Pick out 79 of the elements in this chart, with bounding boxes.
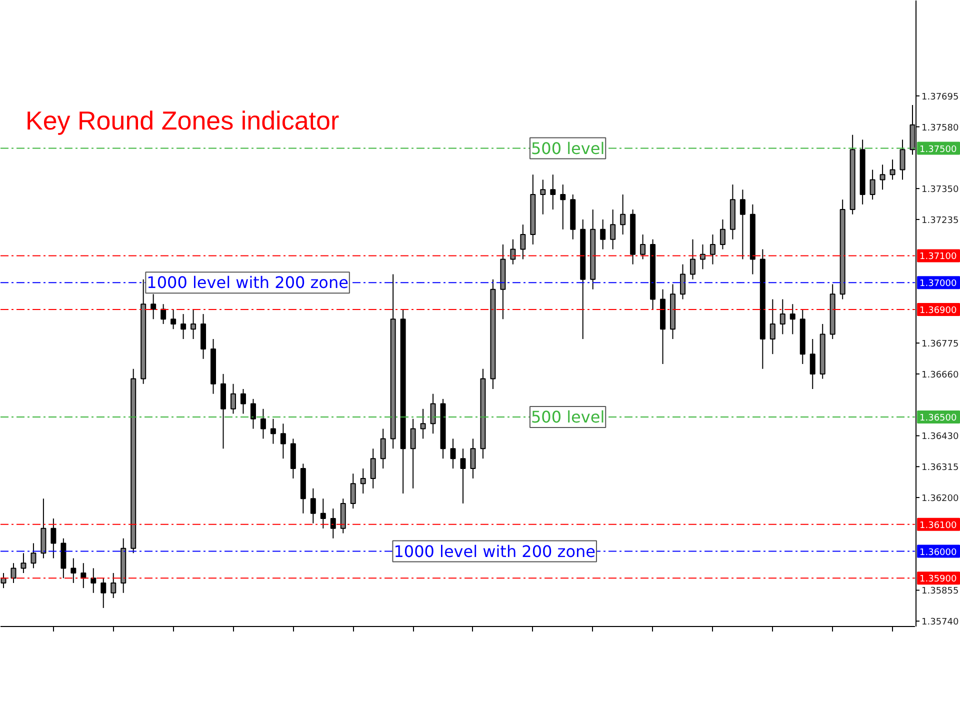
candlestick [360, 468, 366, 494]
y-tick-label: 1.36200 [922, 494, 959, 504]
candlestick [560, 184, 566, 230]
candlestick [700, 244, 706, 270]
candlestick [410, 418, 416, 489]
candlestick [610, 209, 616, 250]
y-tick-label: 1.36660 [922, 370, 959, 380]
candlestick [250, 398, 256, 430]
y-tick-label: 1.36430 [922, 432, 959, 442]
candlestick [640, 234, 646, 260]
candlestick [780, 298, 786, 335]
candlestick [790, 304, 796, 335]
candlestick [270, 418, 276, 444]
y-tick-label: 1.37235 [922, 216, 959, 226]
candlestick [460, 448, 466, 504]
candlestick [540, 179, 546, 215]
candlestick [690, 238, 696, 280]
candlestick [870, 169, 876, 200]
candlestick [470, 438, 476, 479]
text: Key Round Zones indicator [26, 106, 340, 136]
candlestick [170, 308, 176, 330]
candlestick [900, 139, 906, 180]
candlestick [370, 448, 376, 489]
candlestick [720, 218, 726, 250]
candlestick [10, 562, 16, 584]
candlestick [260, 408, 266, 440]
candlestick [310, 488, 316, 524]
candlestick [20, 552, 26, 574]
candlestick [740, 189, 746, 260]
y-tick-label: 1.37695 [922, 92, 959, 102]
candlestick [810, 338, 816, 390]
annotation: 500 level [530, 138, 605, 158]
y-tick-label: 1.36315 [922, 463, 959, 474]
candlestick [450, 438, 456, 470]
annotation: 1000 level with 200 zone [146, 273, 348, 292]
candlestick [180, 314, 186, 340]
candlestick [520, 224, 526, 260]
ref-line-label: 1.35900 [920, 574, 957, 585]
y-tick-label: 1.35740 [922, 618, 959, 628]
candlestick [50, 518, 56, 559]
candlestick [550, 174, 556, 210]
candlestick [100, 578, 106, 608]
ref-line-label: 1.36000 [920, 548, 957, 558]
candlestick [890, 159, 896, 180]
candlestick [620, 194, 626, 236]
candlestick [90, 568, 96, 594]
ref-line-label: 1.37000 [920, 279, 957, 290]
candlestick [330, 508, 336, 539]
annotation: 1000 level with 200 zone [394, 542, 596, 561]
candlestick [160, 304, 166, 324]
candlestick [320, 498, 326, 529]
y-tick-label: 1.37350 [922, 185, 959, 196]
candlestick [680, 264, 686, 300]
annotation: 500 level [530, 407, 605, 426]
candlestick [350, 473, 356, 510]
candlestick [510, 238, 516, 265]
ref-line-label: 1.36900 [920, 306, 957, 316]
candlestick [420, 408, 426, 440]
candlestick [280, 423, 286, 460]
candlestick [710, 234, 716, 265]
candlestick [240, 388, 246, 414]
candlestick [600, 218, 606, 250]
y-tick-label: 1.37580 [922, 123, 959, 134]
ref-line-label: 1.36500 [920, 413, 957, 424]
candlestick [150, 294, 156, 320]
candlestick [230, 383, 236, 414]
candlestick [380, 428, 386, 470]
candlestick [190, 308, 196, 340]
candlestick [30, 542, 36, 569]
candlestick [70, 558, 76, 584]
y-tick-label: 1.36775 [922, 340, 959, 350]
candlestick [770, 298, 776, 355]
candlestick [880, 164, 886, 190]
ref-line-label: 1.36100 [920, 520, 957, 531]
candlestick [430, 393, 436, 434]
y-tick-label: 1.35855 [922, 586, 959, 597]
ref-line-label: 1.37500 [920, 144, 957, 155]
ref-line-label: 1.37100 [920, 252, 957, 262]
candlestick [110, 572, 116, 599]
